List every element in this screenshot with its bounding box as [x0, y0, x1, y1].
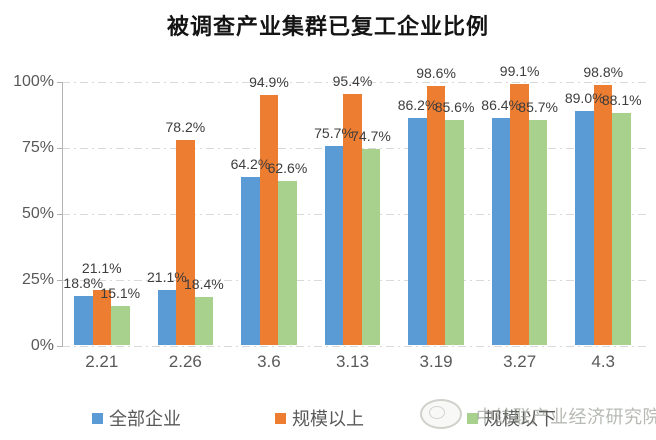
bar-规模以上-2.21 [92, 290, 112, 345]
y-tick-label: 50% [21, 205, 54, 222]
legend-item-规模以下: 规模以下 [467, 405, 556, 431]
x-tick-label: 3.27 [503, 352, 537, 371]
bar-全部企业-3.13 [324, 146, 344, 345]
y-axis-tick [57, 214, 62, 215]
x-tick-label: 3.6 [257, 352, 281, 371]
bar-全部企业-3.27 [491, 117, 511, 345]
bar-value-label: 88.1% [601, 92, 642, 109]
bar-全部企业-4.3 [575, 111, 594, 345]
bar-规模以下-4.3 [612, 113, 631, 345]
legend-swatch-icon [92, 412, 103, 424]
y-axis-tick [57, 148, 62, 149]
chart-title: 被调查产业集群已复工企业比例 [166, 14, 489, 39]
y-axis-tick [57, 280, 62, 281]
x-tick-label: 3.13 [335, 352, 370, 371]
bar-规模以上-2.26 [176, 139, 195, 345]
gridline [62, 82, 650, 83]
legend-swatch-icon [275, 412, 286, 424]
legend: 全部企业 规模以上 规模以下 [0, 405, 656, 435]
bar-value-label: 98.6% [416, 64, 456, 81]
bar-全部企业-2.26 [157, 290, 177, 345]
bar-value-label: 18.8% [63, 275, 104, 292]
bar-value-label: 78.2% [165, 118, 206, 135]
bar-value-label: 86.4% [481, 96, 521, 113]
bar-value-label: 85.6% [434, 99, 475, 116]
bar-全部企业-3.19 [408, 118, 427, 345]
bar-value-label: 86.2% [397, 97, 438, 114]
legend-item-规模以上: 规模以上 [275, 405, 364, 431]
x-tick-label: 2.26 [168, 352, 202, 371]
bar-规模以上-3.27 [510, 84, 529, 345]
x-tick-label: 2.21 [85, 352, 119, 371]
bar-value-label: 99.1% [499, 63, 540, 80]
x-tick-label: 4.3 [591, 352, 616, 371]
y-axis-tick [57, 82, 62, 83]
y-axis-line [62, 82, 63, 347]
bar-value-label: 15.1% [100, 285, 141, 302]
bar-规模以下-3.19 [445, 120, 464, 345]
bar-value-label: 21.1% [146, 269, 187, 286]
legend-swatch-icon [467, 412, 478, 424]
bar-value-label: 94.9% [249, 74, 289, 91]
y-axis-tick [57, 346, 62, 347]
bar-规模以上-3.13 [343, 94, 362, 345]
bar-value-label: 89.0% [564, 90, 605, 107]
bar-规模以下-3.6 [278, 180, 297, 345]
bar-规模以下-2.26 [194, 297, 214, 345]
legend-label: 全部企业 [109, 409, 181, 429]
bar-value-label: 18.4% [183, 276, 224, 293]
legend-label: 规模以下 [484, 409, 556, 429]
bar-value-label: 64.2% [230, 155, 271, 172]
y-tick-label: 75% [21, 139, 54, 156]
y-tick-label: 25% [21, 271, 54, 288]
gridline [62, 346, 650, 347]
bar-规模以上-4.3 [593, 85, 613, 345]
bar-规模以上-3.6 [259, 95, 279, 345]
bar-value-label: 21.1% [81, 260, 122, 277]
bar-value-label: 98.8% [583, 64, 624, 81]
legend-item-全部企业: 全部企业 [92, 405, 181, 431]
bar-value-label: 95.4% [332, 73, 373, 90]
legend-label: 规模以上 [292, 409, 364, 429]
bar-全部企业-2.21 [74, 296, 93, 345]
bar-规模以下-2.21 [111, 306, 130, 345]
bar-全部企业-3.6 [241, 176, 260, 345]
bar-规模以下-3.27 [528, 119, 548, 345]
bar-规模以上-3.19 [426, 85, 446, 345]
bar-value-label: 85.7% [518, 98, 558, 115]
bar-value-label: 75.7% [314, 125, 354, 142]
y-tick-label: 100% [13, 73, 54, 90]
x-tick-label: 3.19 [419, 352, 453, 371]
bar-value-label: 62.6% [267, 159, 308, 176]
bar-value-label: 74.7% [351, 127, 391, 144]
y-tick-label: 0% [30, 337, 54, 354]
bar-规模以下-3.13 [361, 148, 381, 345]
